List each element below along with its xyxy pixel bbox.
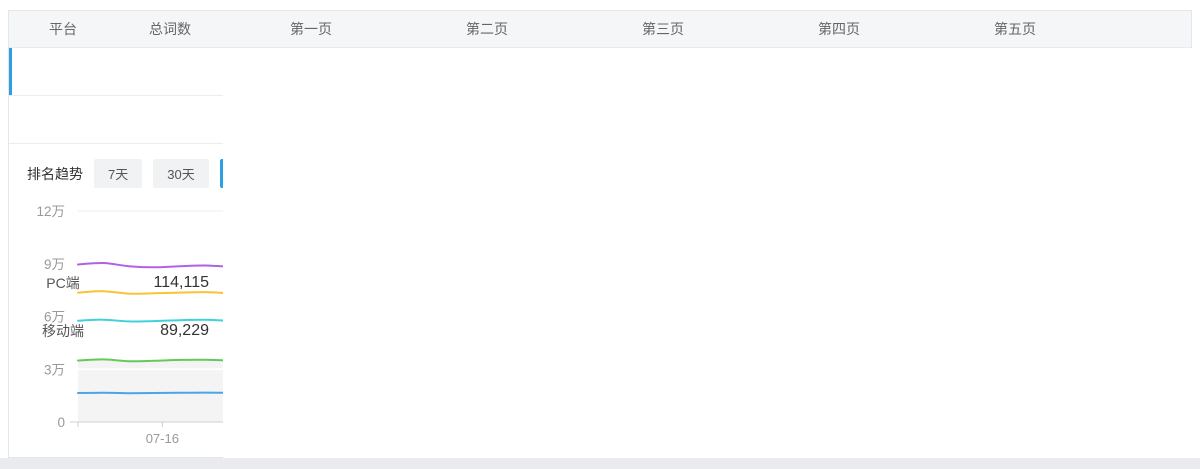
tab-30-days[interactable]: 30天 [153,159,209,188]
y-axis-label: 0 [57,415,65,430]
platform-label: PC端 [46,274,80,291]
total-words-value: 114,115 [153,273,209,291]
col-header-page1: 第一页 [290,21,332,37]
trend-section-title: 排名趋势 [27,165,83,182]
col-header-page4: 第四页 [818,21,860,37]
x-axis-label: 07-16 [146,431,179,446]
y-axis-label: 3万 [44,362,65,377]
table-header-row: 平台 总词数 第一页 第二页 第三页 第四页 第五页 [9,11,1191,48]
platform-label: 移动端 [42,322,84,339]
table-row-mobile[interactable]: 移动端 89,229 14,816 16.60%▼ 19,532 21.89%▲… [9,96,1200,469]
y-axis-label: 9万 [44,257,65,272]
y-axis-label: 12万 [36,204,65,219]
page5-cell: 19,694 22.07%▼ [927,96,1200,469]
table-row-pc[interactable]: PC端 114,115 17,056 14.95%▼ 22,144 19.40%… [9,48,1200,469]
tab-7-days[interactable]: 7天 [94,159,143,188]
col-header-platform: 平台 [49,21,77,37]
col-header-total-words: 总词数 [149,21,191,37]
col-header-page3: 第三页 [642,21,684,37]
col-header-page5: 第五页 [994,21,1036,37]
keyword-rank-card: 爱站网07-1607-2608-0508-1508-2509-0409-1409… [8,10,1200,469]
col-header-page2: 第二页 [466,21,508,37]
total-words-value: 89,229 [160,321,209,339]
page-background-strip [0,458,1200,469]
